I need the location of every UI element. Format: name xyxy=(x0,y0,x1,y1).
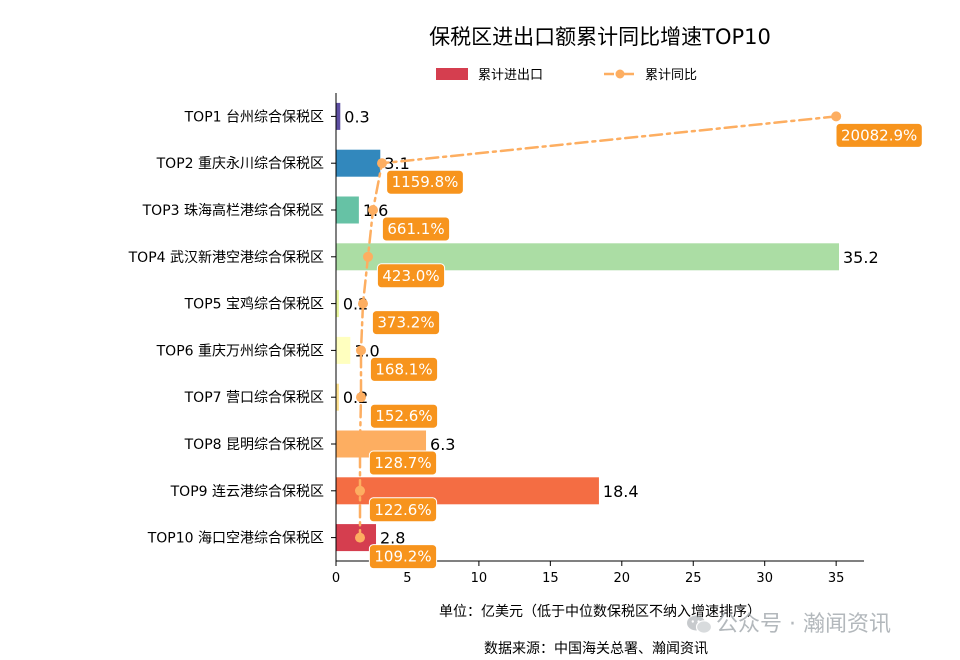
line-marker xyxy=(356,392,366,403)
y-tick-label: TOP4 武汉新港空港综合保税区 xyxy=(128,250,324,266)
line-value-label: 122.6% xyxy=(374,501,431,519)
bar xyxy=(336,149,381,177)
x-axis-label: 单位：亿美元（低于中位数保税区不纳入增速排序） xyxy=(439,604,761,620)
line-series xyxy=(355,111,842,543)
line-value-label: 423.0% xyxy=(382,267,439,285)
line-marker xyxy=(377,158,387,169)
bar-value-label: 35.2 xyxy=(843,248,879,267)
x-tick-label: 0 xyxy=(332,571,340,586)
bar-value-label: 18.4 xyxy=(603,482,639,501)
line-marker xyxy=(363,251,373,262)
legend: 累计进出口 累计同比 xyxy=(436,68,697,83)
line-marker xyxy=(355,485,365,496)
y-tick-label: TOP10 海口空港综合保税区 xyxy=(147,531,324,547)
line-value-label: 661.1% xyxy=(387,220,444,238)
line-value-label: 109.2% xyxy=(374,548,431,566)
bar-value-label: 0.3 xyxy=(344,107,369,126)
legend-swatch-marker xyxy=(615,69,625,79)
legend-label-line: 累计同比 xyxy=(645,68,697,83)
line-value-label: 152.6% xyxy=(375,407,432,425)
y-tick-label: TOP1 台州综合保税区 xyxy=(184,109,324,125)
bar-value-label: 2.8 xyxy=(380,529,405,548)
line-path xyxy=(358,115,838,539)
line-value-label-box xyxy=(376,263,446,289)
line-value-label-box xyxy=(369,403,439,429)
line-value-label: 128.7% xyxy=(374,454,431,472)
wechat-logo-icon xyxy=(687,615,713,634)
x-tick-label: 35 xyxy=(828,571,845,586)
x-tick-label: 30 xyxy=(756,571,773,586)
legend-label-bar: 累计进出口 xyxy=(478,68,543,83)
legend-swatch-bar xyxy=(436,68,468,80)
x-ticks: 0 5 10 15 20 25 30 35 xyxy=(332,561,845,586)
line-value-label-box xyxy=(386,169,464,195)
bar-value-labels: 0.33.11.635.20.21.00.26.318.42.8 xyxy=(343,107,879,547)
bar xyxy=(336,290,339,318)
bar-value-label: 3.1 xyxy=(384,154,409,173)
line-marker xyxy=(355,532,365,543)
line-value-label: 20082.9% xyxy=(841,126,917,144)
y-tick-labels: TOP1 台州综合保税区 TOP2 重庆永川综合保税区 TOP3 珠海高栏港综合保税… xyxy=(128,109,324,546)
y-tick-label: TOP2 重庆永川综合保税区 xyxy=(156,156,324,172)
bar xyxy=(336,383,339,411)
line-value-labels: 20082.9% 1159.8% 661.1% 423.0% 373.2% 168.1% 1… xyxy=(368,122,923,570)
line-marker xyxy=(358,298,368,309)
line-value-label-box xyxy=(835,122,923,148)
line-value-label-box xyxy=(368,544,438,570)
y-tick-label: TOP3 珠海高栏港综合保税区 xyxy=(142,202,324,219)
line-marker xyxy=(355,439,365,449)
source-note: 数据来源：中国海关总署、瀚闻资讯 xyxy=(484,641,708,657)
bar-value-label: 6.3 xyxy=(430,435,455,454)
line-value-label-box xyxy=(369,356,439,382)
x-tick-label: 20 xyxy=(614,571,631,586)
bar-series xyxy=(336,102,840,552)
x-tick-label: 10 xyxy=(471,571,488,586)
y-tick-label: TOP8 昆明综合保税区 xyxy=(184,437,324,453)
y-tick-label: TOP5 宝鸡综合保税区 xyxy=(184,296,324,313)
watermark: 公众号 · 瀚闻资讯 xyxy=(687,612,891,637)
chart-title: 保税区进出口额累计同比增速TOP10 xyxy=(429,25,771,49)
line-value-label-box xyxy=(381,216,451,242)
line-value-label-box xyxy=(368,497,438,523)
bar xyxy=(336,336,351,364)
y-tick-label: TOP6 重庆万州综合保税区 xyxy=(156,343,324,359)
x-tick-label: 5 xyxy=(403,571,411,586)
line-value-label: 168.1% xyxy=(375,360,432,378)
line-value-label: 373.2% xyxy=(377,314,434,332)
x-tick-label: 25 xyxy=(685,571,702,586)
line-value-label-box xyxy=(371,310,441,336)
bar xyxy=(336,102,341,130)
line-marker xyxy=(356,345,366,356)
watermark-text: 公众号 · 瀚闻资讯 xyxy=(716,612,891,637)
x-tick-label: 15 xyxy=(542,571,559,586)
y-tick-label: TOP7 营口综合保税区 xyxy=(184,390,324,406)
line-value-label-box xyxy=(368,450,438,476)
line-value-label: 1159.8% xyxy=(392,173,459,191)
line-marker xyxy=(831,111,842,122)
line-marker xyxy=(368,205,378,215)
y-tick-label: TOP9 连云港综合保税区 xyxy=(170,484,324,500)
bar xyxy=(336,196,359,224)
